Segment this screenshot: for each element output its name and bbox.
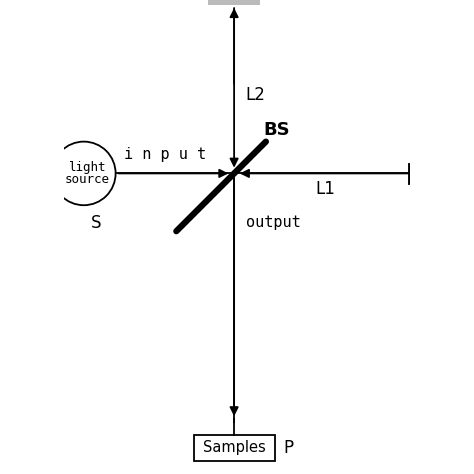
Text: i n p u t: i n p u t [124,147,206,163]
Text: output: output [246,215,301,230]
Text: light: light [68,161,105,173]
Text: BS: BS [263,121,290,139]
Text: L2: L2 [246,86,265,104]
Text: source: source [64,173,109,186]
Text: P: P [283,439,293,457]
Text: S: S [91,214,102,232]
Bar [208,0,260,5]
Text: L1: L1 [315,180,335,198]
Text: Samples: Samples [203,440,265,456]
Bar [194,435,274,461]
